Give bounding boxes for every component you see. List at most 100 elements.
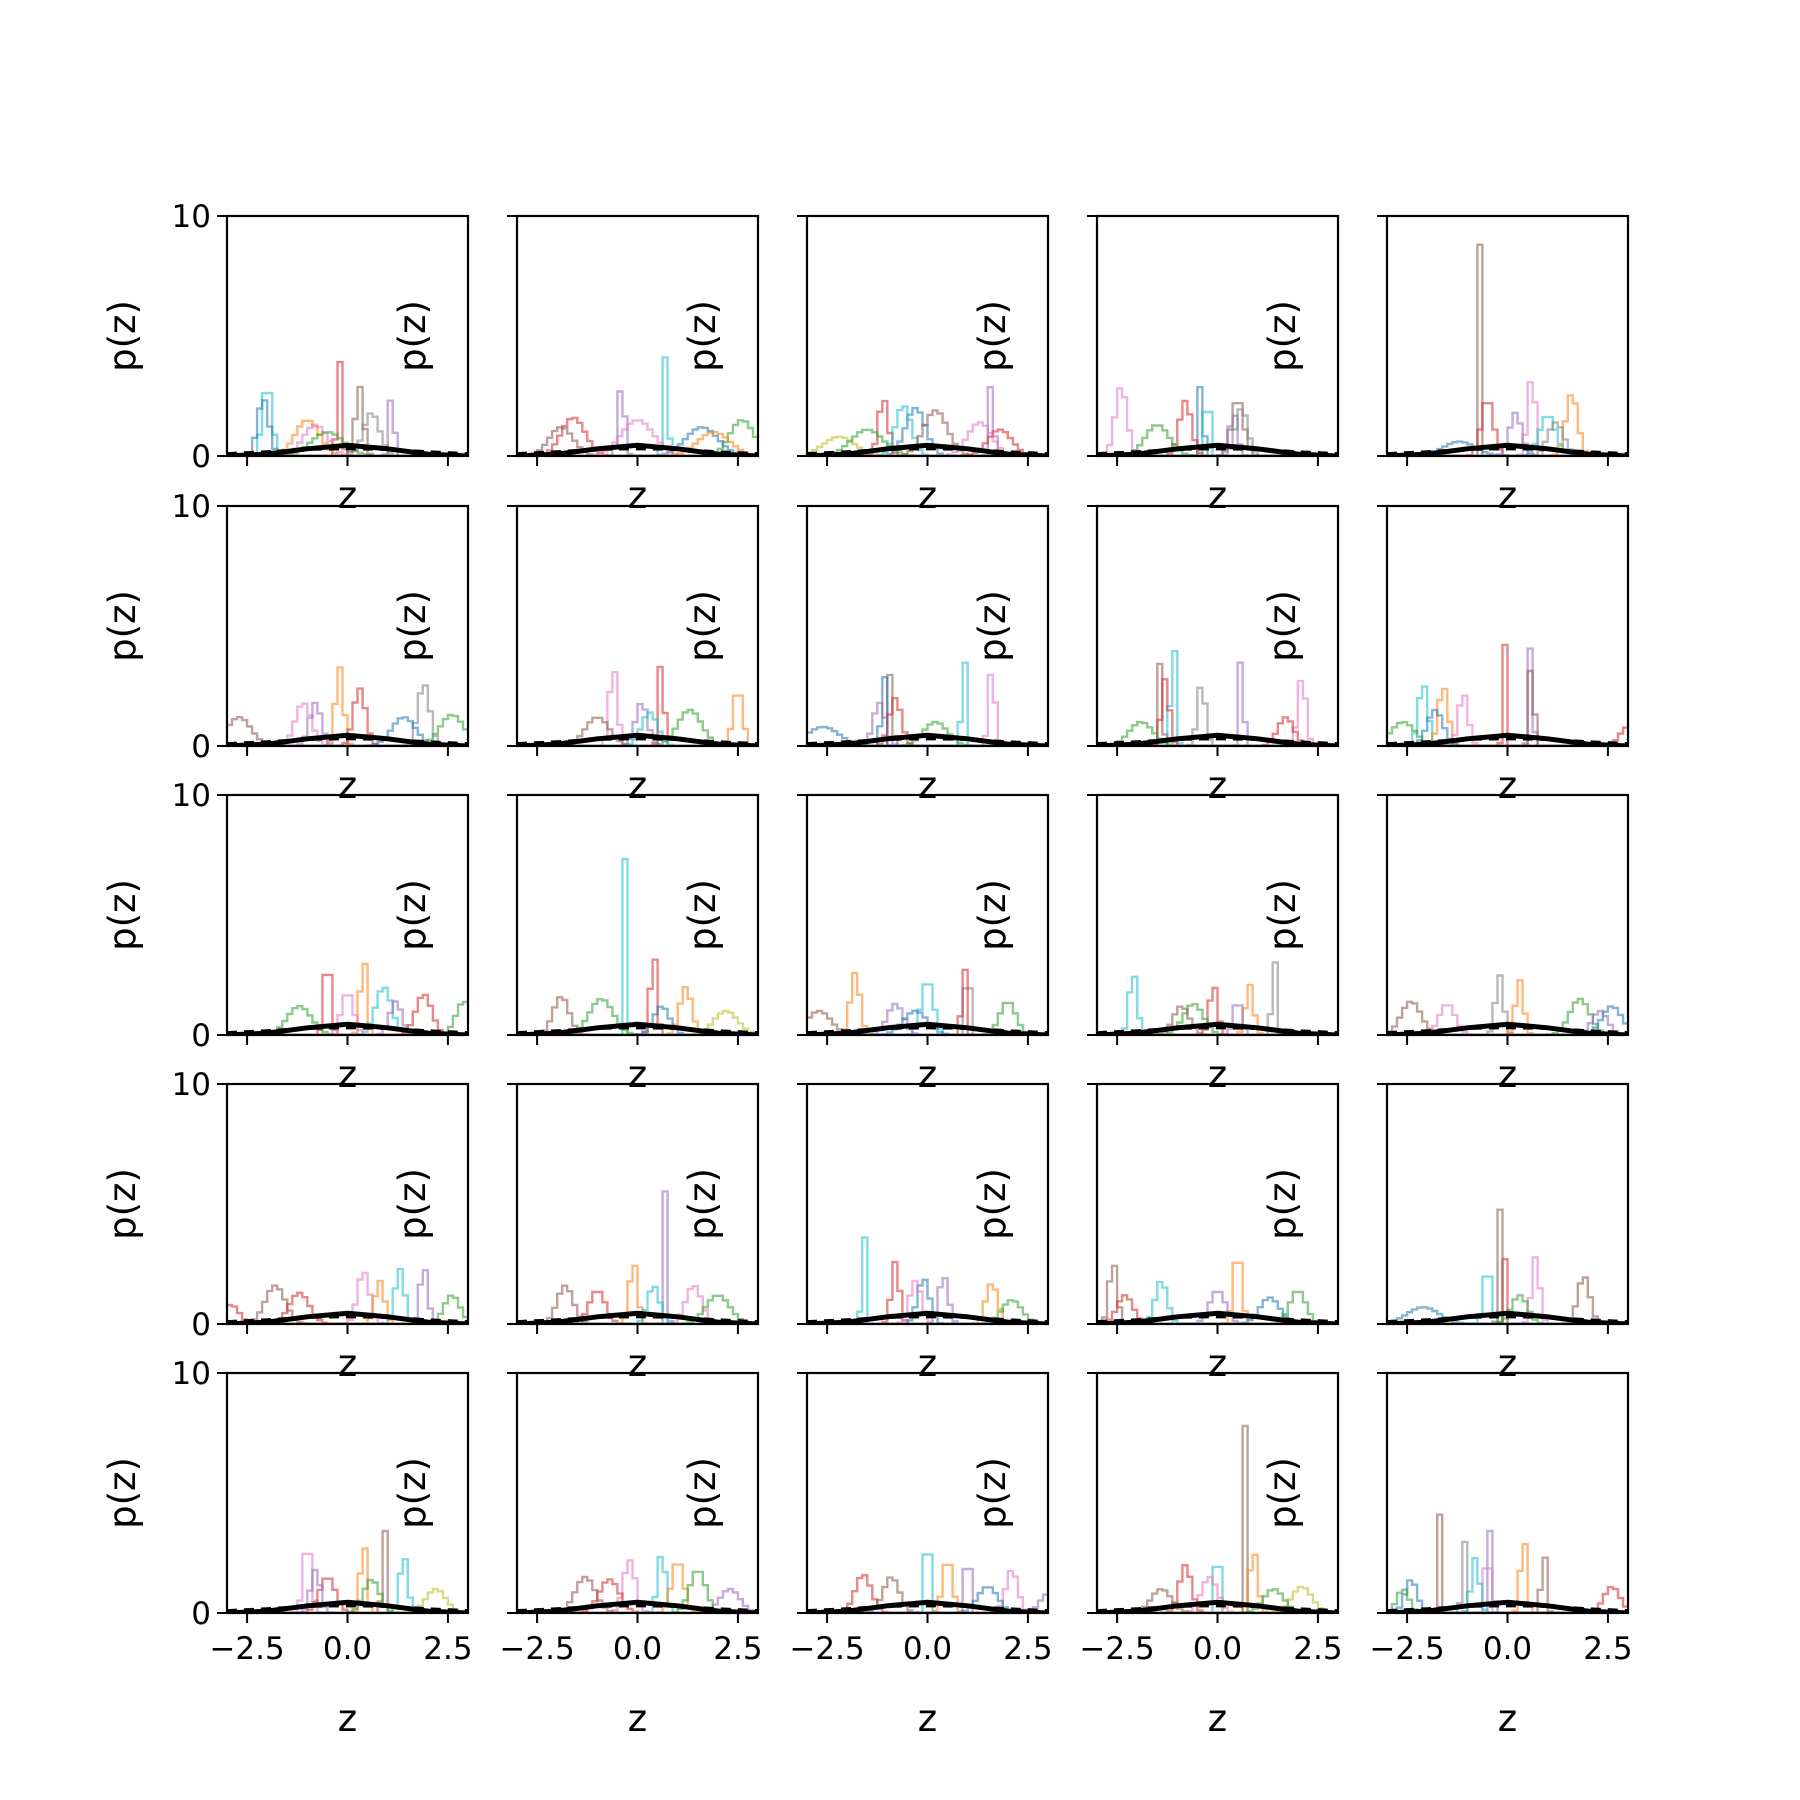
subplot-r3-c3: z p(z) [971, 1082, 1340, 1385]
histogram-series-6 [227, 713, 468, 746]
y-axis-label: p(z) [971, 300, 1014, 372]
histogram-series-2 [807, 406, 1048, 456]
reference-curve-solid [1387, 1310, 1628, 1324]
histogram-series-4 [1097, 679, 1338, 746]
y-axis-label: p(z) [101, 300, 144, 372]
histogram-series-6 [807, 725, 1048, 746]
subplot-r0-c3: z p(z) [971, 214, 1340, 517]
reference-curve-solid [1097, 732, 1338, 746]
histogram-series-4 [1387, 1543, 1628, 1613]
histogram-series-5 [517, 426, 758, 456]
x-tick-label: −2.5 [1079, 1631, 1154, 1667]
histogram-series-5 [1097, 1585, 1338, 1613]
histogram-series-5 [1097, 1002, 1338, 1035]
histogram-series-0 [227, 391, 468, 456]
plot-area [227, 962, 468, 1035]
x-tick-label: −2.5 [1369, 1631, 1444, 1667]
histogram-series-4 [517, 419, 758, 456]
plot-area [1097, 1261, 1338, 1324]
y-tick-label: 0 [191, 1018, 211, 1054]
y-axis-label: p(z) [391, 300, 434, 372]
histogram-series-2 [807, 1574, 1048, 1613]
x-tick-label: 0.0 [1193, 1631, 1242, 1667]
subplot-r1-c4: z p(z) [1261, 504, 1630, 807]
y-tick-label: 0 [191, 1596, 211, 1632]
reference-curve-solid [807, 1599, 1048, 1613]
y-axis-label: p(z) [101, 590, 144, 662]
histogram-series-6 [1387, 411, 1628, 456]
histogram-series-3 [227, 993, 468, 1035]
histogram-series-6 [807, 1279, 1048, 1324]
histogram-series-7 [1387, 1579, 1628, 1613]
x-axis-label: z [338, 1342, 357, 1385]
reference-curve-solid [517, 732, 758, 746]
histogram-series-4 [807, 1563, 1048, 1613]
histogram-series-8 [1387, 1588, 1628, 1613]
histogram-series-0 [1097, 1264, 1338, 1324]
histogram-series-1 [1387, 979, 1628, 1035]
histogram-series-5 [807, 1569, 1048, 1613]
subplot-r2-c2: z p(z) [681, 793, 1050, 1096]
histogram-series-1 [227, 962, 468, 1035]
histogram-series-4 [227, 687, 468, 746]
histogram-series-5 [807, 1009, 1048, 1035]
x-tick-label: 0.0 [613, 1631, 662, 1667]
reference-curve-dashed [807, 1604, 1048, 1613]
reference-curve-dashed [1097, 1026, 1338, 1035]
reference-curve-solid [1097, 1310, 1338, 1324]
histogram-series-0 [1097, 387, 1338, 456]
y-axis-label: p(z) [101, 1168, 144, 1240]
histogram-series-0 [807, 1553, 1048, 1613]
reference-curve-dashed [1097, 1315, 1338, 1324]
plot-area [1387, 974, 1628, 1035]
x-axis-label: z [1208, 764, 1227, 807]
reference-curve-solid [1387, 1021, 1628, 1035]
x-axis-label: z [338, 474, 357, 517]
subplot-r3-c2: z p(z) [681, 1082, 1050, 1385]
y-axis-label: p(z) [681, 879, 724, 951]
x-tick-label: 0.0 [903, 1631, 952, 1667]
x-tick-label: 0.0 [323, 1631, 372, 1667]
subplot-r3-c1: z p(z) [391, 1082, 760, 1385]
plot-area [807, 661, 1048, 746]
reference-curve-solid [807, 732, 1048, 746]
y-tick-label: 0 [191, 729, 211, 765]
histogram-series-2 [1387, 1513, 1628, 1613]
subplot-r2-c1: z p(z) [391, 793, 760, 1096]
subplot-r3-c0: 0 10 z p(z) [101, 1067, 470, 1385]
subplot-r1-c2: z p(z) [681, 504, 1050, 807]
histogram-series-6 [517, 1587, 758, 1613]
plot-area [227, 666, 468, 746]
histogram-series-3 [807, 405, 1048, 456]
subplot-r0-c4: z p(z) [1261, 214, 1630, 517]
reference-curve-solid [807, 1021, 1048, 1035]
y-axis-label: p(z) [681, 300, 724, 372]
histogram-series-0 [227, 666, 468, 746]
reference-curve-solid [517, 1310, 758, 1324]
histogram-series-6 [1097, 716, 1338, 746]
subplot-r4-c0: −2.5 0.0 2.5 0 10 z p(z) [101, 1356, 473, 1740]
x-axis-label: z [628, 1342, 647, 1385]
reference-curve-dashed [227, 447, 468, 456]
reference-curve-solid [807, 1310, 1048, 1324]
histogram-series-1 [1097, 1565, 1338, 1613]
reference-curve-dashed [517, 1315, 758, 1324]
histogram-series-4 [1097, 1290, 1338, 1324]
histogram-series-1 [517, 1264, 758, 1324]
histogram-series-0 [1097, 975, 1338, 1035]
y-axis-label: p(z) [391, 1457, 434, 1529]
histogram-series-6 [517, 419, 758, 456]
histogram-series-6 [1097, 1005, 1338, 1035]
histogram-series-0 [1387, 243, 1628, 456]
y-tick-label: 0 [191, 439, 211, 475]
plot-area [807, 386, 1048, 456]
histogram-series-6 [807, 428, 1048, 456]
reference-curve-dashed [1387, 737, 1628, 746]
histogram-series-3 [1097, 1564, 1338, 1613]
histogram-series-3 [1387, 1276, 1628, 1324]
histogram-series-5 [1097, 414, 1338, 456]
histogram-series-3 [1097, 1294, 1338, 1324]
plot-area [227, 1267, 468, 1324]
y-tick-label: 0 [191, 1307, 211, 1343]
